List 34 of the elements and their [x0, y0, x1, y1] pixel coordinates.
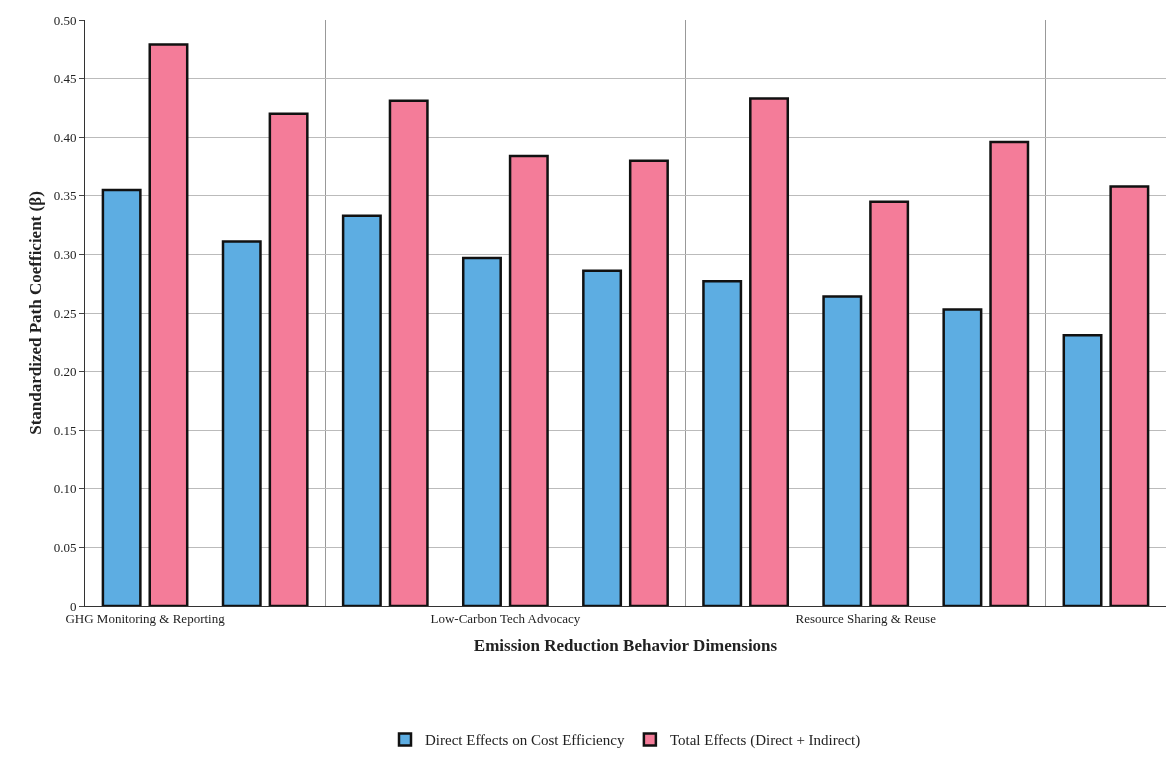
bar	[628, 159, 669, 606]
bar	[508, 154, 549, 606]
bar	[388, 99, 429, 606]
y-tick-label: 0.15	[53, 422, 77, 438]
legend-label: Total Effects (Direct + Indirect)	[669, 732, 861, 750]
bar	[148, 43, 189, 606]
y-tick-label: 0.45	[53, 71, 77, 87]
bar	[749, 97, 790, 606]
y-tick-label: 0.40	[53, 129, 77, 145]
bar	[822, 295, 863, 606]
bar	[461, 256, 502, 606]
x-tick-label: Low-Carbon Tech Advocacy	[430, 610, 581, 626]
bar	[989, 140, 1030, 606]
y-tick-label: 0.25	[53, 305, 77, 321]
y-tick-label: 0.50	[53, 12, 77, 28]
bar	[1062, 334, 1103, 606]
bar	[101, 188, 142, 606]
y-tick-label: 0.30	[53, 246, 77, 262]
y-tick-label: 0.35	[53, 188, 77, 204]
y-tick-label: 0.20	[53, 364, 77, 380]
y-tick-label: 0.05	[53, 539, 77, 555]
x-axis-title: Emission Reduction Behavior Dimensions	[473, 636, 778, 655]
bar	[942, 308, 983, 606]
bar	[869, 200, 910, 606]
bar	[221, 240, 262, 606]
bar	[582, 269, 623, 606]
y-axis-title: Standardized Path Coefficient (β)	[26, 191, 45, 435]
bar	[341, 214, 382, 606]
bar	[1109, 185, 1150, 606]
y-tick-label: 0.10	[53, 481, 77, 497]
bar	[268, 112, 309, 606]
legend-label: Direct Effects on Cost Efficiency	[425, 732, 625, 749]
bar	[702, 280, 743, 606]
x-tick-label: Resource Sharing & Reuse	[795, 610, 937, 626]
